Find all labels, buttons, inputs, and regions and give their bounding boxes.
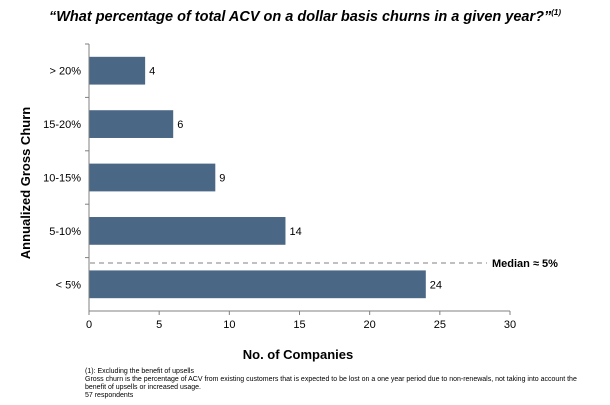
x-axis-title: No. of Companies bbox=[243, 347, 354, 362]
data-label-15-20: 6 bbox=[177, 119, 183, 131]
median-label: Median ≈ 5% bbox=[492, 258, 558, 270]
x-tick-label-10: 10 bbox=[223, 319, 235, 331]
data-label-20: 4 bbox=[149, 66, 155, 78]
y-tick-label-10-15: 10-15% bbox=[43, 173, 81, 185]
y-tick-label-20: > 20% bbox=[50, 66, 82, 78]
y-axis-title: Annualized Gross Churn bbox=[18, 107, 33, 259]
chart-title-footnote-marker: (1) bbox=[551, 8, 561, 17]
bar-5 bbox=[89, 270, 426, 299]
x-tick-label-30: 30 bbox=[504, 319, 516, 331]
footnotes: (1): Excluding the benefit of upsells Gr… bbox=[85, 368, 590, 400]
data-label-5: 24 bbox=[430, 279, 442, 291]
x-tick-label-25: 25 bbox=[434, 319, 446, 331]
x-tick-label-5: 5 bbox=[156, 319, 162, 331]
bar-10-15 bbox=[89, 163, 216, 192]
y-tick-label-5-10: 5-10% bbox=[49, 226, 81, 238]
bar-20 bbox=[89, 56, 146, 85]
y-tick-label-15-20: 15-20% bbox=[43, 119, 81, 131]
chart-title: “What percentage of total ACV on a dolla… bbox=[0, 8, 610, 25]
footnote-3: 57 respondents bbox=[85, 392, 134, 399]
x-tick-label-0: 0 bbox=[86, 319, 92, 331]
chart-title-text: “What percentage of total ACV on a dolla… bbox=[48, 8, 552, 25]
x-tick-label-15: 15 bbox=[293, 319, 305, 331]
footnote-2: Gross churn is the percentage of ACV fro… bbox=[85, 376, 577, 391]
data-label-10-15: 9 bbox=[219, 173, 225, 185]
data-label-5-10: 14 bbox=[289, 226, 301, 238]
bar-5-10 bbox=[89, 217, 286, 245]
footnote-1: (1): Excluding the benefit of upsells bbox=[85, 368, 194, 375]
axes-layer: > 20% 15-20% 10-15% 5-10% < 5% 0 5 10 15 20 25 30 bbox=[43, 43, 516, 331]
x-tick-label-20: 20 bbox=[364, 319, 376, 331]
bar-15-20 bbox=[89, 110, 174, 138]
bars-layer: 4 6 9 14 24 bbox=[89, 56, 442, 299]
y-tick-label-5: < 5% bbox=[56, 279, 82, 291]
